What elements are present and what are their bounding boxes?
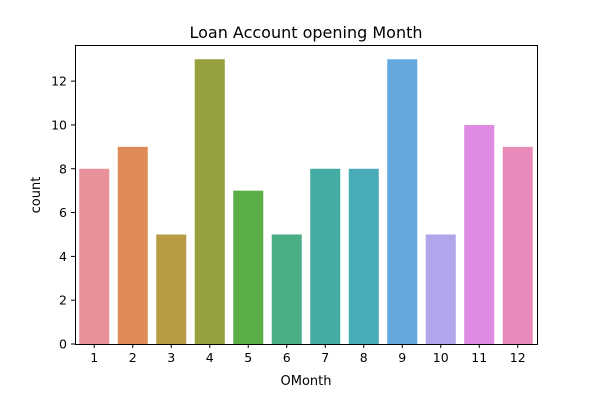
y-tick-label: 2: [59, 293, 67, 308]
x-tick-label: 2: [129, 350, 137, 365]
plot-frame: [75, 45, 538, 345]
x-tick-label: 6: [283, 350, 291, 365]
bar-month-4: [194, 59, 225, 344]
y-axis-label: count: [29, 177, 44, 214]
bar-month-2: [117, 146, 148, 344]
bar-month-1: [79, 168, 110, 344]
bar-month-5: [233, 190, 264, 344]
x-tick-label: 4: [206, 350, 214, 365]
bar-month-10: [425, 234, 456, 344]
bar-month-11: [464, 124, 495, 344]
x-tick-label: 8: [360, 350, 368, 365]
chart-title: Loan Account opening Month: [189, 23, 422, 42]
x-tick-label: 10: [433, 350, 449, 365]
bar-month-3: [156, 234, 187, 344]
x-tick-label: 7: [321, 350, 329, 365]
x-tick-label: 3: [167, 350, 175, 365]
bars-group: [79, 59, 533, 344]
x-tick-label: 9: [398, 350, 406, 365]
bar-month-8: [348, 168, 379, 344]
x-axis-label: OMonth: [281, 374, 332, 389]
x-tick-label: 5: [244, 350, 252, 365]
y-tick-label: 4: [59, 249, 67, 264]
bar-month-6: [271, 234, 302, 344]
x-ticks-group: 1 2 3 4 5 6 7 8 9 10 11 12: [90, 344, 526, 365]
x-tick-label: 1: [90, 350, 98, 365]
y-tick-label: 12: [51, 74, 67, 89]
y-tick-label: 8: [59, 161, 67, 176]
x-tick-label: 11: [471, 350, 487, 365]
x-tick-label: 12: [510, 350, 526, 365]
bar-month-7: [310, 168, 341, 344]
bar-month-12: [502, 146, 533, 344]
y-tick-label: 10: [51, 117, 67, 132]
bar-month-9: [387, 59, 418, 344]
y-tick-label: 6: [59, 205, 67, 220]
y-ticks-group: 0 2 4 6 8 10 12: [51, 74, 75, 352]
y-tick-label: 0: [59, 337, 67, 352]
